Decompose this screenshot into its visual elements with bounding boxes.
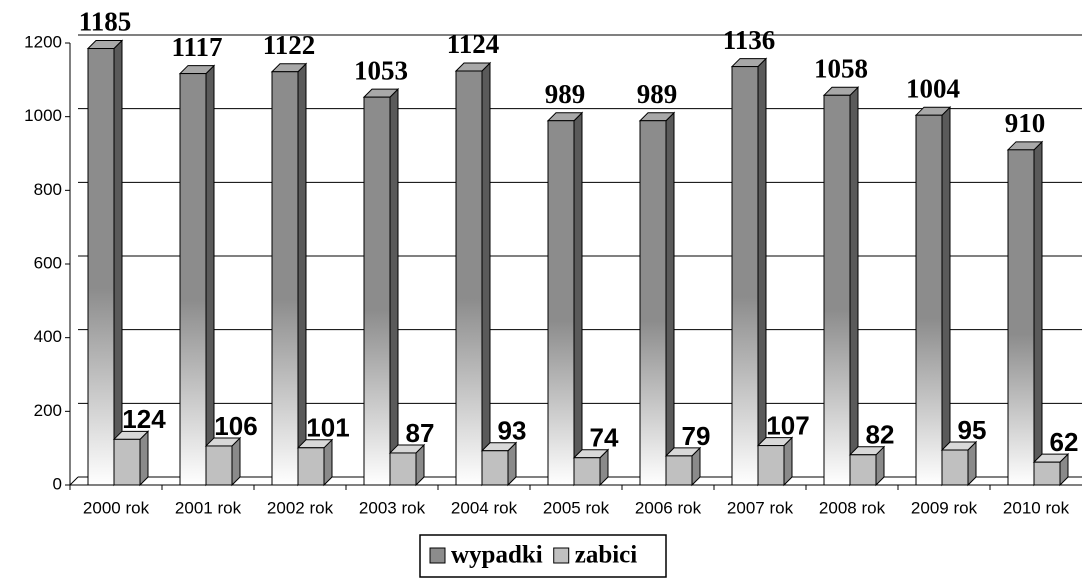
bar-side (757, 57, 767, 487)
bar (363, 96, 391, 486)
data-label: 101 (306, 413, 349, 443)
data-label: 1136 (723, 25, 776, 55)
bar (573, 457, 601, 486)
bar (113, 438, 141, 486)
data-label: 989 (545, 79, 586, 109)
x-tick-label: 2006 rok (635, 498, 702, 517)
bar (271, 71, 299, 486)
bar (179, 73, 207, 486)
bar-side (205, 64, 215, 487)
bar (87, 48, 115, 486)
data-label: 1122 (263, 30, 316, 60)
data-label: 107 (766, 410, 809, 440)
y-tick-label: 600 (34, 253, 62, 272)
bar (915, 114, 943, 486)
bar (823, 94, 851, 486)
bar (389, 452, 417, 486)
legend-label: zabici (575, 542, 638, 569)
data-label: 1058 (814, 54, 868, 84)
data-label: 106 (214, 411, 257, 441)
bar-side (389, 87, 399, 487)
bar (455, 70, 483, 486)
bar-side (849, 86, 859, 487)
legend-swatch (429, 547, 446, 564)
bar-side (941, 105, 951, 487)
bar (205, 445, 233, 486)
x-tick-label: 2005 rok (543, 498, 610, 517)
bar (547, 120, 575, 486)
data-label: 87 (406, 418, 435, 448)
bar (849, 454, 877, 486)
data-label: 62 (1050, 427, 1079, 457)
bar-side (113, 39, 123, 487)
bar (297, 447, 325, 486)
y-tick-label: 400 (34, 327, 62, 346)
bar (731, 66, 759, 486)
y-tick-label: 0 (53, 474, 62, 493)
bar-side (297, 62, 307, 487)
x-tick-label: 2003 rok (359, 498, 426, 517)
bar (1033, 461, 1061, 486)
bar (639, 120, 667, 486)
x-tick-label: 2010 rok (1003, 498, 1070, 517)
y-tick-label: 800 (34, 180, 62, 199)
y-axis-back (69, 476, 79, 486)
bar-side (573, 111, 583, 487)
bar-side (139, 430, 149, 487)
data-label: 910 (1005, 108, 1046, 138)
y-tick-label: 1000 (24, 106, 62, 125)
legend-label: wypadki (451, 542, 543, 569)
y-tick-label: 200 (34, 401, 62, 420)
data-label: 1004 (906, 73, 960, 103)
data-label: 1124 (447, 29, 500, 59)
data-label: 74 (590, 423, 619, 453)
x-tick-label: 2004 rok (451, 498, 518, 517)
bar-side (1033, 140, 1043, 487)
y-tick-label: 1200 (24, 32, 62, 51)
data-label: 79 (682, 421, 711, 451)
bar (1007, 149, 1035, 486)
x-tick-label: 2008 rok (819, 498, 886, 517)
bar-side (665, 111, 675, 487)
data-label: 1053 (354, 55, 408, 85)
bar (941, 449, 969, 486)
data-label: 124 (122, 404, 166, 434)
data-label: 95 (958, 415, 987, 445)
data-label: 82 (866, 420, 895, 450)
data-label: 1185 (79, 7, 132, 37)
x-tick-label: 2000 rok (83, 498, 150, 517)
data-label: 989 (637, 79, 678, 109)
x-tick-label: 2001 rok (175, 498, 242, 517)
x-tick-label: 2007 rok (727, 498, 794, 517)
data-label: 93 (498, 416, 527, 446)
bar (757, 445, 785, 486)
bar-side (481, 61, 491, 487)
bar (665, 455, 693, 486)
legend-swatch (553, 547, 570, 564)
data-label: 1117 (171, 32, 222, 62)
x-tick-label: 2002 rok (267, 498, 334, 517)
bar (481, 450, 509, 486)
legend-box (419, 534, 667, 578)
x-tick-label: 2009 rok (911, 498, 978, 517)
